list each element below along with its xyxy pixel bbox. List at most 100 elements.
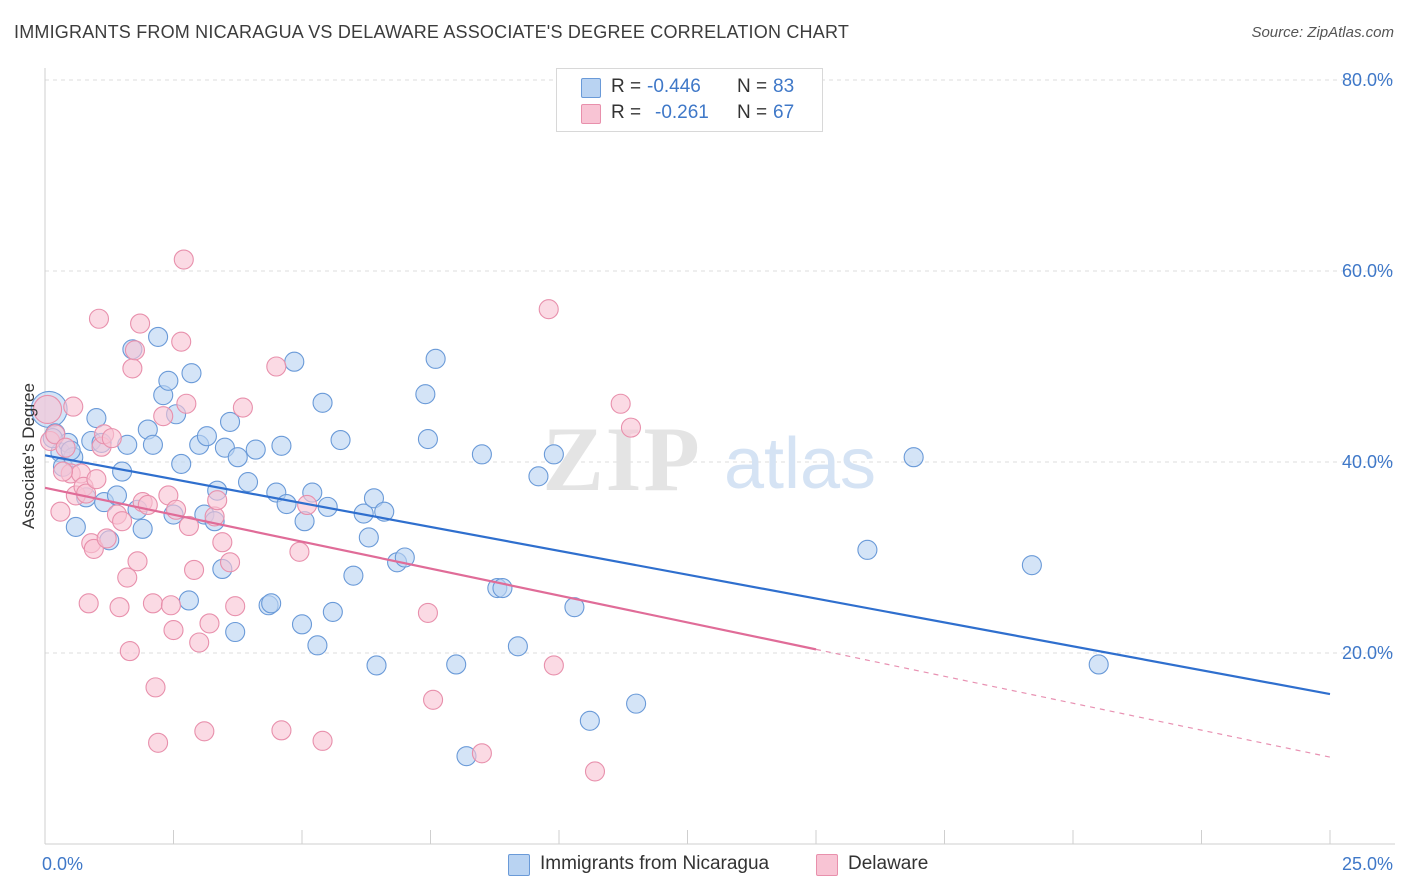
point-nicaragua	[579, 710, 600, 731]
point-nicaragua	[903, 447, 924, 468]
point-delaware	[127, 551, 148, 572]
legend-r-value: -0.446	[647, 76, 701, 97]
point-delaware	[122, 358, 143, 379]
point-delaware	[96, 528, 117, 549]
point-delaware	[160, 595, 181, 616]
y-axis-label: Associate's Degree	[19, 383, 38, 529]
point-delaware	[45, 424, 66, 445]
point-delaware	[538, 299, 559, 320]
point-nicaragua	[507, 636, 528, 657]
point-delaware	[145, 677, 166, 698]
point-nicaragua	[65, 516, 86, 537]
bottom-legend-label: Delaware	[848, 853, 929, 874]
point-delaware	[189, 632, 210, 653]
point-nicaragua	[245, 439, 266, 460]
point-delaware	[178, 515, 199, 537]
point-nicaragua	[358, 527, 379, 548]
point-delaware	[471, 743, 492, 764]
point-delaware	[124, 340, 145, 361]
point-nicaragua	[237, 472, 259, 493]
point-delaware	[171, 331, 192, 352]
point-delaware	[212, 532, 233, 553]
trendline-nicaragua	[44, 454, 1331, 696]
bottom-legend-swatch-pink	[816, 854, 838, 876]
point-nicaragua	[366, 655, 387, 676]
grid-lines	[45, 79, 1395, 654]
point-nicaragua	[86, 408, 107, 429]
point-nicaragua	[528, 466, 549, 487]
point-nicaragua	[148, 326, 169, 347]
point-delaware	[52, 461, 74, 482]
point-delaware	[184, 559, 205, 580]
trendline-delaware	[44, 486, 817, 651]
point-nicaragua	[343, 565, 364, 586]
point-delaware	[117, 567, 138, 588]
point-delaware	[194, 721, 215, 742]
point-delaware	[312, 730, 333, 751]
point-nicaragua	[446, 654, 467, 675]
point-delaware	[142, 593, 163, 614]
bottom-legend-label: Immigrants from Nicaragua	[540, 853, 770, 874]
point-delaware	[50, 501, 71, 522]
point-nicaragua	[312, 392, 333, 413]
point-delaware	[173, 249, 194, 270]
point-delaware	[207, 490, 228, 511]
y-tick-label: 60.0%	[1342, 261, 1393, 281]
point-delaware	[266, 356, 287, 377]
point-nicaragua	[363, 488, 385, 509]
legend-r-label: R =	[611, 76, 642, 97]
point-delaware	[423, 689, 444, 710]
point-nicaragua	[307, 635, 328, 656]
watermark: ZIP atlas	[542, 408, 876, 510]
legend-n-value: 67	[773, 102, 795, 123]
point-nicaragua	[196, 426, 217, 447]
point-delaware	[232, 397, 253, 418]
point-delaware	[219, 552, 241, 573]
point-nicaragua	[132, 518, 153, 539]
point-nicaragua	[330, 429, 351, 451]
point-delaware	[543, 655, 564, 676]
point-nicaragua	[322, 601, 343, 622]
point-nicaragua	[261, 593, 282, 614]
point-delaware	[109, 597, 130, 618]
point-nicaragua	[626, 693, 647, 714]
point-delaware	[610, 393, 631, 414]
point-delaware	[112, 511, 133, 532]
bottom-legend-swatch-blue	[508, 854, 530, 876]
point-nicaragua	[227, 447, 248, 468]
point-nicaragua	[417, 429, 438, 450]
x-tick-label: 0.0%	[42, 854, 83, 874]
point-delaware	[55, 437, 76, 458]
point-delaware	[176, 393, 197, 414]
trend-lines	[44, 454, 1331, 758]
axis-labels: 20.0% 40.0% 60.0% 80.0% 0.0% 25.0% Associate's…	[19, 70, 1393, 874]
point-nicaragua	[857, 539, 878, 560]
y-tick-label: 40.0%	[1342, 452, 1393, 472]
point-delaware	[88, 308, 110, 329]
legend-n-label: N =	[737, 76, 768, 97]
y-tick-label: 20.0%	[1342, 643, 1393, 663]
point-delaware	[289, 541, 310, 562]
point-delaware	[33, 394, 63, 425]
point-nicaragua	[171, 453, 192, 474]
point-delaware	[620, 417, 642, 438]
point-nicaragua	[1088, 654, 1109, 675]
watermark-atlas: atlas	[724, 424, 876, 504]
point-delaware	[63, 396, 84, 417]
point-nicaragua	[415, 384, 436, 405]
point-delaware	[86, 469, 107, 490]
point-nicaragua	[181, 363, 202, 384]
point-delaware	[153, 406, 174, 427]
point-nicaragua	[178, 590, 199, 611]
point-delaware	[78, 593, 99, 614]
point-nicaragua	[158, 370, 179, 391]
point-delaware	[199, 613, 220, 634]
point-delaware	[119, 641, 140, 662]
point-nicaragua	[471, 444, 492, 465]
point-nicaragua	[284, 351, 305, 372]
point-delaware	[417, 602, 438, 623]
point-delaware	[163, 620, 184, 641]
point-delaware	[271, 720, 292, 741]
point-delaware	[148, 732, 169, 753]
